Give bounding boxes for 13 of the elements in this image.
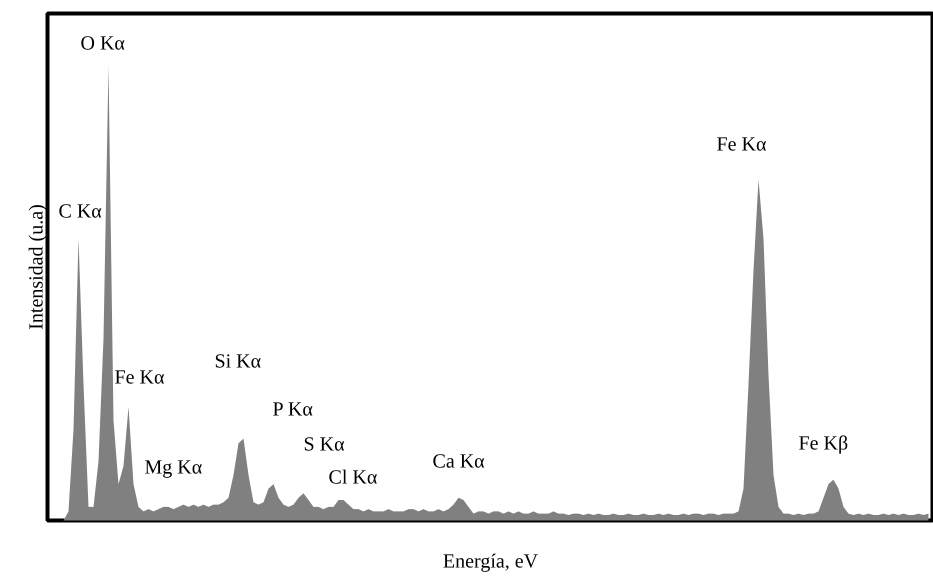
text: O Kα (80, 32, 126, 54)
y-axis-title: Intensidad (u.a) (26, 204, 48, 330)
annotation: Fe Kβ (798, 432, 848, 454)
x-axis-title: Energía, eV (442, 550, 539, 572)
annotation: Mg Kα (144, 456, 203, 478)
annotation: P Kα (272, 398, 314, 420)
annotation: Ca Kα (432, 450, 486, 472)
annotation: Fe Kα (114, 366, 165, 388)
annotation: Fe Kα (716, 134, 767, 156)
annotation: Cl Kα (328, 466, 378, 488)
annotation: Si Kα (214, 350, 262, 372)
annotation: C Kα (58, 200, 102, 222)
annotation: S Kα (304, 434, 346, 456)
